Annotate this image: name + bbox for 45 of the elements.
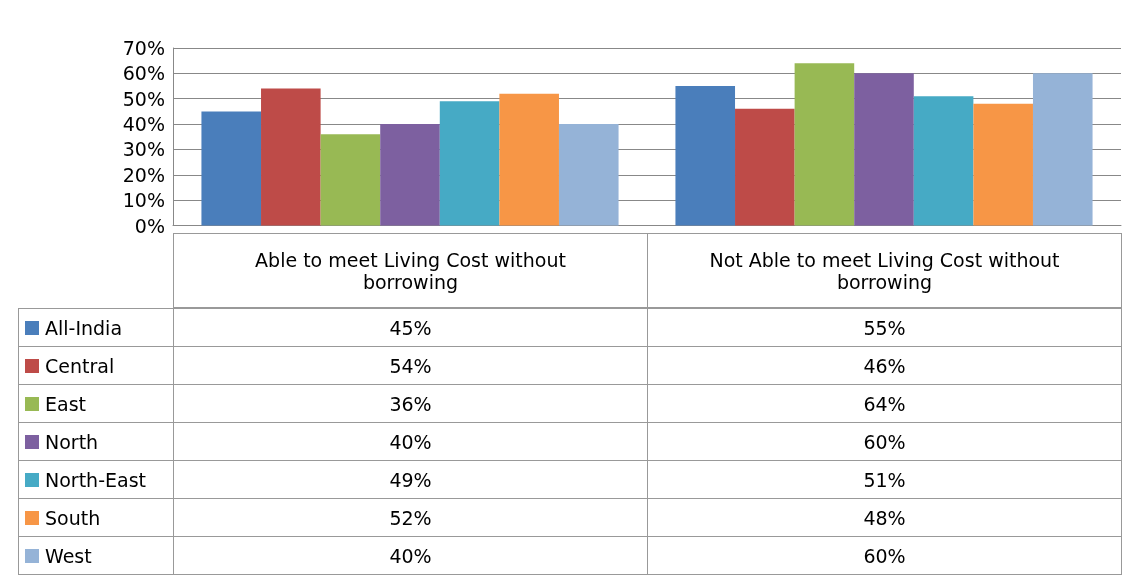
y-tick-label: 10%: [122, 189, 165, 212]
bar: [675, 86, 736, 226]
bar: [499, 93, 559, 226]
legend-label: South: [45, 506, 101, 529]
data-label: 36%: [173, 384, 648, 423]
y-tick-label: 50%: [122, 87, 165, 110]
data-label: 52%: [173, 498, 648, 537]
bar: [380, 124, 440, 226]
legend-label: East: [45, 392, 86, 415]
y-tick-label: 60%: [122, 62, 165, 85]
bar: [320, 134, 381, 226]
legend-label: All-India: [45, 316, 123, 339]
bar: [973, 103, 1033, 226]
bar: [794, 63, 855, 226]
data-label: 46%: [647, 346, 1122, 385]
bar: [201, 111, 262, 226]
data-label: 48%: [647, 498, 1122, 537]
bar: [439, 101, 500, 226]
data-label: 54%: [173, 346, 648, 385]
data-label: 51%: [647, 460, 1122, 499]
bar: [1032, 73, 1093, 226]
y-tick-label: 30%: [122, 138, 165, 161]
data-label: 40%: [173, 536, 648, 575]
data-label: 60%: [647, 422, 1122, 461]
bar: [854, 73, 914, 226]
y-tick-label: 0%: [134, 214, 165, 237]
data-label: 64%: [647, 384, 1122, 423]
x-tick-label: Able to meet Living Cost without borrowing: [173, 233, 648, 308]
bar: [913, 96, 974, 226]
data-label: 49%: [173, 460, 648, 499]
legend-label: Central: [45, 354, 115, 377]
data-label: 40%: [173, 422, 648, 461]
bar: [558, 124, 619, 226]
legend-label: North: [45, 430, 99, 453]
bar: [261, 88, 321, 226]
legend-label: North-East: [45, 468, 146, 491]
x-tick-label: Not Able to meet Living Cost without borrowing: [647, 233, 1122, 308]
data-label: 55%: [647, 308, 1122, 347]
y-tick-label: 20%: [122, 163, 165, 186]
data-label: 60%: [647, 536, 1122, 575]
y-tick-label: 40%: [122, 113, 165, 136]
legend-label: West: [45, 544, 92, 567]
data-label: 45%: [173, 308, 648, 347]
y-tick-label: 70%: [122, 37, 165, 59]
bar: [735, 108, 795, 226]
